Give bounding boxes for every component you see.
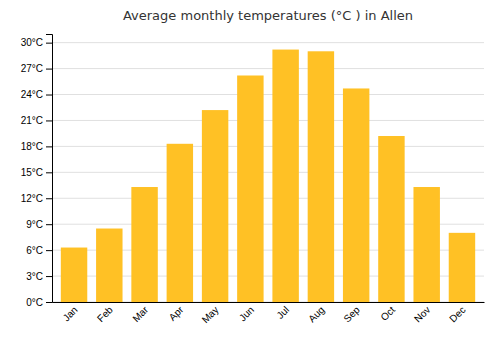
tick-mark — [46, 146, 52, 147]
plot: 0°C 3°C 6°C 9°C 12°C 15°C 18°C 21°C 24°C 27°C 30°C… — [21, 35, 485, 326]
tick-label: 27°C — [21, 63, 43, 74]
tick: 30°C — [21, 37, 52, 48]
tick: Jul — [274, 304, 291, 321]
tick-label: 9°C — [26, 219, 43, 230]
bar — [131, 187, 157, 302]
tick: 15°C — [21, 167, 52, 178]
grid-line — [52, 68, 484, 69]
axis-line — [53, 302, 485, 303]
tick-label: Jun — [237, 304, 256, 323]
grid-line — [52, 120, 484, 121]
tick: 24°C — [21, 89, 52, 100]
tick: Nov — [412, 304, 432, 324]
title: Average monthly temperatures (°C ) in Al… — [123, 8, 413, 23]
tick: Aug — [306, 304, 326, 324]
y-axis: 0°C 3°C 6°C 9°C 12°C 15°C 18°C 21°C 24°C 27°C 30°C — [21, 35, 53, 308]
tick: Mar — [130, 304, 150, 324]
bar — [96, 229, 122, 302]
bar — [61, 248, 87, 302]
tick-mark — [46, 198, 52, 199]
grid-line — [52, 172, 484, 173]
tick-mark — [46, 276, 52, 277]
bar — [202, 110, 228, 302]
tick-label: 6°C — [26, 245, 43, 256]
tick-label: Feb — [95, 304, 115, 324]
tick-label: May — [200, 304, 221, 325]
tick-label: 15°C — [21, 167, 43, 178]
x-axis: Jan Feb Mar Apr May Jun Jul Aug Sep Oct Nov Dec — [53, 303, 485, 326]
bar — [343, 88, 369, 302]
chart: 0°C 3°C 6°C 9°C 12°C 15°C 18°C 21°C 24°C 27°C 30°C… — [0, 0, 500, 350]
tick: 21°C — [21, 115, 52, 126]
tick-label: Mar — [130, 304, 150, 324]
tick-mark — [46, 172, 52, 173]
tick-label: Jul — [274, 304, 291, 321]
grid-line — [52, 94, 484, 95]
grid-line — [52, 42, 484, 43]
tick-label: Apr — [167, 304, 186, 323]
bar — [449, 233, 475, 302]
tick-label: Nov — [412, 304, 432, 324]
bar — [167, 144, 193, 302]
tick: Sep — [341, 304, 362, 325]
tick-label: 0°C — [26, 297, 43, 308]
tick: 18°C — [21, 141, 52, 152]
grid-line — [52, 146, 484, 147]
tick-mark — [46, 69, 52, 70]
tick-label: 12°C — [21, 193, 43, 204]
tick-label: Oct — [378, 304, 397, 323]
tick-label: 24°C — [21, 89, 43, 100]
bar — [308, 51, 334, 302]
tick: Jun — [237, 304, 256, 323]
grid — [52, 43, 484, 302]
tick: 12°C — [21, 193, 52, 204]
tick: May — [200, 304, 221, 325]
tick: 27°C — [21, 63, 52, 74]
bars — [61, 50, 475, 302]
tick-mark — [46, 120, 52, 121]
tick-label: 3°C — [26, 271, 43, 282]
tick-label: 18°C — [21, 141, 43, 152]
bar — [272, 50, 298, 302]
tick-label: 30°C — [21, 37, 43, 48]
tick-label: Sep — [341, 304, 362, 325]
tick-label: Aug — [306, 304, 326, 324]
tick: 9°C — [26, 219, 52, 230]
tick: Apr — [167, 304, 186, 323]
tick-mark — [46, 302, 52, 303]
tick: Oct — [378, 304, 397, 323]
tick-mark — [46, 95, 52, 96]
tick: 0°C — [26, 297, 52, 308]
tick: Jan — [61, 304, 80, 323]
tick: Dec — [447, 304, 467, 324]
tick: Feb — [95, 304, 115, 324]
tick-label: 21°C — [21, 115, 43, 126]
tick-mark — [46, 224, 52, 225]
bar — [378, 136, 404, 302]
axis-line — [46, 35, 53, 303]
tick: 6°C — [26, 245, 52, 256]
tick: 3°C — [26, 271, 52, 282]
tick-mark — [46, 250, 52, 251]
bar — [237, 75, 263, 302]
tick-label: Jan — [61, 304, 80, 323]
tick-label: Dec — [447, 304, 467, 324]
bar — [413, 187, 439, 302]
tick-mark — [46, 43, 52, 44]
